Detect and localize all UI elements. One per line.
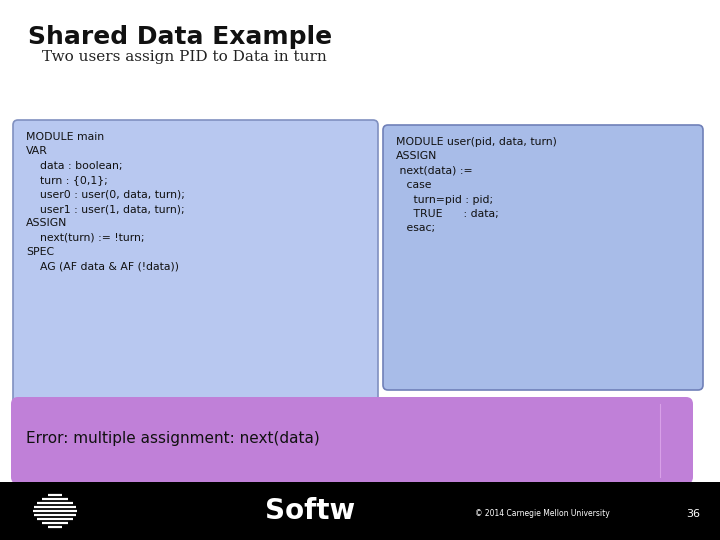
Text: Shared Data Example: Shared Data Example [28, 25, 332, 49]
Text: Two users assign PID to Data in turn: Two users assign PID to Data in turn [42, 50, 327, 64]
Polygon shape [363, 410, 405, 477]
Text: MODULE main
VAR
    data : boolean;
    turn : {0,1};
    user0 : user(0, data, : MODULE main VAR data : boolean; turn : {… [26, 132, 185, 272]
Text: 36: 36 [686, 509, 700, 519]
FancyBboxPatch shape [11, 397, 693, 484]
FancyBboxPatch shape [383, 125, 703, 390]
Text: MODULE user(pid, data, turn)
ASSIGN
 next(data) :=
   case
     turn=pid : pid;
: MODULE user(pid, data, turn) ASSIGN next… [396, 137, 557, 233]
Text: Error: multiple assignment: next(data): Error: multiple assignment: next(data) [26, 431, 320, 447]
FancyBboxPatch shape [13, 120, 378, 415]
Text: © 2014 Carnegie Mellon University: © 2014 Carnegie Mellon University [475, 510, 610, 518]
Bar [0, 482, 720, 540]
Text: Softw: Softw [265, 497, 355, 525]
